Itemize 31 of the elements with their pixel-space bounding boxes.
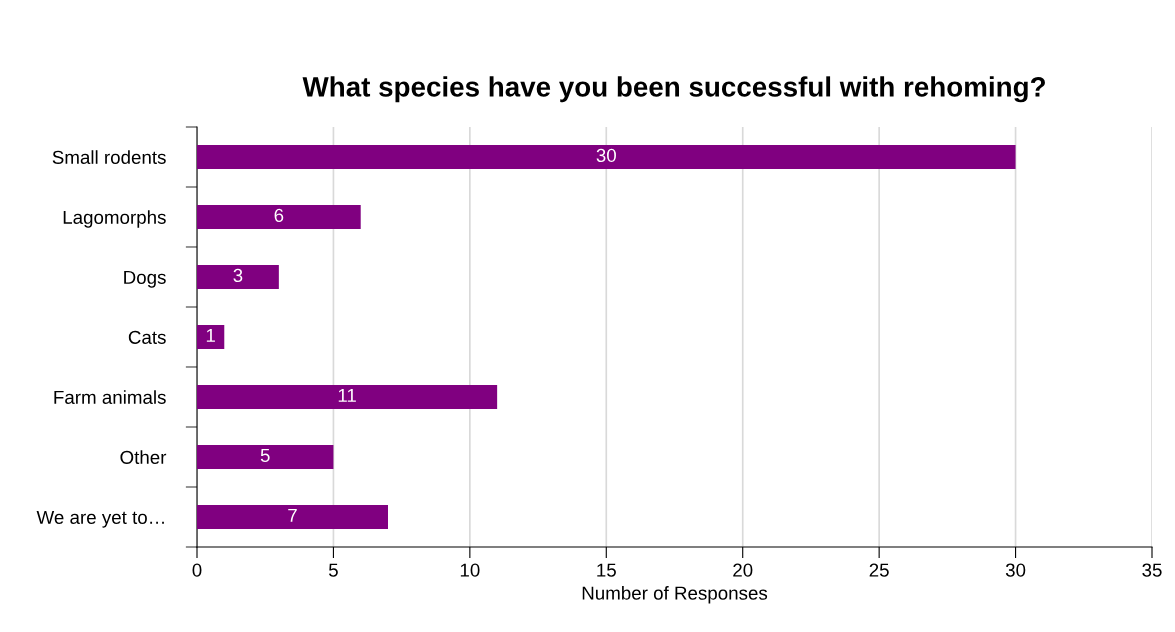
x-tick-label: 20 bbox=[733, 563, 753, 577]
chart-title: What species have you been successful with rehoming? bbox=[302, 76, 1045, 103]
data-label: 6 bbox=[274, 208, 284, 223]
data-label: 30 bbox=[596, 148, 616, 163]
bar bbox=[197, 325, 225, 349]
bar bbox=[197, 445, 334, 469]
bar bbox=[197, 205, 361, 229]
y-tick-label: Dogs bbox=[124, 270, 166, 288]
y-tick-label: Cats bbox=[128, 330, 166, 344]
x-tick-label: 10 bbox=[460, 563, 480, 577]
data-label: 11 bbox=[338, 388, 356, 402]
bar bbox=[197, 145, 1016, 169]
y-tick-label: Small rodents bbox=[52, 150, 166, 164]
y-tick-label: Farm animals bbox=[54, 390, 166, 404]
y-tick-label: Other bbox=[120, 450, 167, 464]
data-label: 7 bbox=[288, 508, 297, 522]
x-tick-label: 0 bbox=[192, 563, 202, 577]
x-tick-label: 30 bbox=[1005, 563, 1026, 577]
y-tick-label: Lagomorphs bbox=[63, 210, 166, 228]
data-label: 1 bbox=[206, 328, 215, 342]
data-label: 3 bbox=[233, 268, 243, 283]
x-tick-label: 15 bbox=[597, 563, 616, 577]
bar bbox=[197, 265, 279, 289]
bar bbox=[197, 385, 498, 409]
bar bbox=[197, 505, 388, 529]
data-label: 5 bbox=[260, 448, 270, 463]
y-tick-label: We are yet to… bbox=[36, 510, 164, 528]
x-axis-title: Number of Responses bbox=[582, 586, 768, 604]
x-tick-label: 35 bbox=[1142, 563, 1162, 577]
x-tick-label: 5 bbox=[328, 563, 338, 577]
x-tick-label: 25 bbox=[869, 563, 889, 577]
